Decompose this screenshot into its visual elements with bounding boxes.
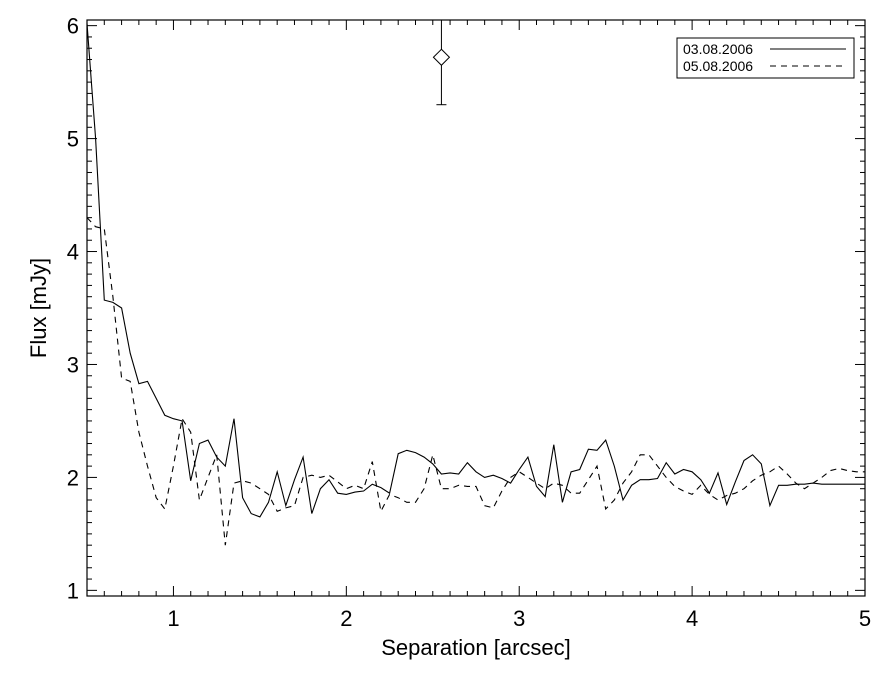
- x-tick-labels: 1 2 3 4 5: [167, 606, 871, 631]
- x-axis-ticks: [86, 20, 866, 596]
- y-axis-ticks: [87, 25, 865, 591]
- y-axis-title: Flux [mJy]: [26, 258, 51, 358]
- y-tick-label: 1: [67, 578, 79, 603]
- x-tick-label: 3: [513, 606, 525, 631]
- y-tick-label: 2: [67, 465, 79, 490]
- annotation-layer: [432, 20, 451, 106]
- series-line-2: [86, 217, 865, 546]
- series-line-1: [86, 23, 865, 518]
- diamond-marker: [432, 48, 451, 66]
- x-tick-label: 4: [686, 606, 698, 631]
- y-tick-labels: 1 2 3 4 5 6: [67, 14, 79, 604]
- legend: 03.08.2006 05.08.2006: [676, 37, 855, 79]
- legend-label-series-1: 03.08.2006: [683, 41, 753, 57]
- series-layer: [86, 23, 865, 546]
- legend-box: [676, 37, 855, 79]
- x-tick-label: 2: [340, 606, 352, 631]
- x-tick-label: 5: [859, 606, 871, 631]
- x-tick-label: 1: [167, 606, 179, 631]
- x-axis-title: Separation [arcsec]: [381, 635, 571, 660]
- legend-label-series-2: 05.08.2006: [683, 58, 753, 74]
- y-tick-label: 3: [67, 352, 79, 377]
- y-tick-label: 6: [67, 14, 79, 39]
- plot-frame: [86, 19, 866, 597]
- y-tick-label: 4: [67, 240, 79, 265]
- y-tick-label: 5: [67, 127, 79, 152]
